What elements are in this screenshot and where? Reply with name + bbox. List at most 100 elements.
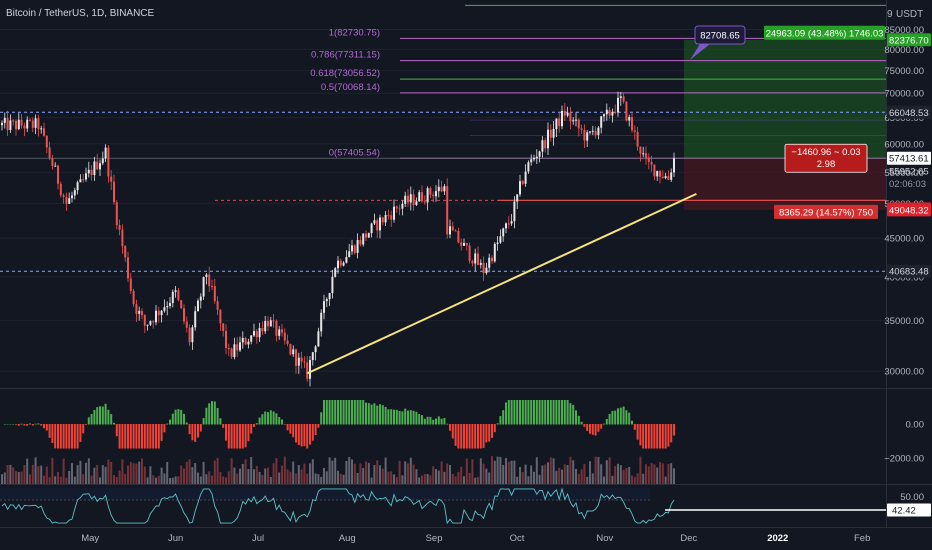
oscillator-bar xyxy=(426,416,429,425)
candle-down xyxy=(43,128,45,136)
volume-bar xyxy=(611,475,614,484)
volume-bar xyxy=(451,473,454,484)
candle-up xyxy=(269,320,272,327)
volume-bar xyxy=(409,457,412,484)
currency-label[interactable]: USDT xyxy=(896,9,924,20)
candle-down xyxy=(110,176,113,182)
oscillator-bar xyxy=(440,418,443,425)
candle-down xyxy=(460,242,463,246)
oscillator-bar xyxy=(443,417,446,425)
oscillator-bar xyxy=(409,410,412,425)
candle-up xyxy=(54,165,57,167)
oscillator-bar xyxy=(611,410,614,425)
candle-up xyxy=(146,324,149,326)
time-axis-label: Jul xyxy=(252,533,264,544)
volume-bar xyxy=(653,464,656,484)
candle-up xyxy=(104,147,107,159)
candle-up xyxy=(334,268,337,277)
candle-up xyxy=(533,158,535,160)
price-tick-label: 85000.00 xyxy=(884,25,924,36)
oscillator-bar xyxy=(166,423,169,425)
current-note-bg xyxy=(784,143,868,173)
candle-up xyxy=(597,127,600,135)
oscillator-bar xyxy=(337,400,339,425)
volume-bar xyxy=(586,477,589,484)
volume-bar xyxy=(45,466,48,484)
oscillator-bar xyxy=(384,407,387,425)
oscillator-bar xyxy=(496,423,499,425)
volume-bar xyxy=(247,469,250,484)
oscillator-bar xyxy=(34,423,37,425)
candle-up xyxy=(79,179,82,183)
candle-down xyxy=(157,310,160,316)
volume-bar xyxy=(275,458,278,484)
candle-up xyxy=(552,129,555,138)
oscillator-bar xyxy=(121,424,124,449)
candle-down xyxy=(121,229,124,247)
volume-bar xyxy=(589,461,591,484)
candle-down xyxy=(667,176,670,180)
oscillator-bar xyxy=(104,403,107,425)
volume-bar xyxy=(3,472,6,484)
candle-down xyxy=(177,290,180,301)
candle-down xyxy=(51,158,54,167)
volume-bar xyxy=(510,460,513,484)
volume-bar xyxy=(244,459,247,484)
volume-bar xyxy=(48,477,51,484)
candle-up xyxy=(197,300,199,312)
oscillator-bar xyxy=(230,424,233,449)
volume-bar xyxy=(603,476,605,484)
candle-down xyxy=(261,328,264,332)
oscillator-bar xyxy=(71,424,73,449)
volume-bar xyxy=(407,463,409,484)
oscillator-bar xyxy=(155,424,157,449)
oscillator-bar xyxy=(236,424,239,449)
candle-down xyxy=(48,147,51,159)
volume-bar xyxy=(471,459,474,484)
candle-down xyxy=(236,344,239,351)
volume-bar xyxy=(138,461,141,484)
candle-down xyxy=(544,140,547,149)
oscillator-bar xyxy=(191,424,194,441)
oscillator-bar xyxy=(432,419,435,425)
oscillator-bar xyxy=(281,419,283,425)
oscillator-bar xyxy=(608,413,611,425)
volume-bar xyxy=(264,468,267,484)
candle-up xyxy=(443,186,446,192)
volume-bar xyxy=(289,471,292,484)
candle-down xyxy=(20,119,23,126)
oscillator-bar xyxy=(603,423,605,425)
volume-bar xyxy=(549,457,552,484)
oscillator-bar xyxy=(325,400,328,425)
candle-down xyxy=(31,120,34,128)
volume-bar xyxy=(306,473,309,484)
volume-bar xyxy=(362,468,365,484)
volume-bar xyxy=(633,477,636,484)
oscillator-bar xyxy=(505,402,507,425)
volume-bar xyxy=(345,460,348,484)
oscillator-bar xyxy=(533,400,535,425)
level-price-tag-bg xyxy=(887,264,931,278)
fib-label: 0(57405.54) xyxy=(329,147,380,158)
oscillator-bar xyxy=(317,424,320,428)
volume-bar xyxy=(493,460,496,484)
oscillator-bar xyxy=(216,408,219,425)
candle-up xyxy=(496,242,499,244)
time-axis-label: 2022 xyxy=(767,533,788,544)
candle-down xyxy=(143,315,146,326)
volume-bar xyxy=(667,463,670,484)
volume-bar xyxy=(552,458,555,484)
candle-down xyxy=(135,304,138,314)
oscillator-bar xyxy=(278,417,281,425)
volume-bar xyxy=(255,465,258,484)
rsi-value-tag: 42.42 xyxy=(892,506,916,517)
volume-bar xyxy=(317,474,320,484)
oscillator-bar xyxy=(29,423,31,425)
target-note: 24963.09 (43.48%) 1746.03 xyxy=(766,28,884,39)
candle-down xyxy=(6,117,9,131)
candle-up xyxy=(174,290,177,292)
time-axis-label: Jun xyxy=(168,533,183,544)
candle-up xyxy=(409,194,412,203)
candle-up xyxy=(379,217,381,231)
